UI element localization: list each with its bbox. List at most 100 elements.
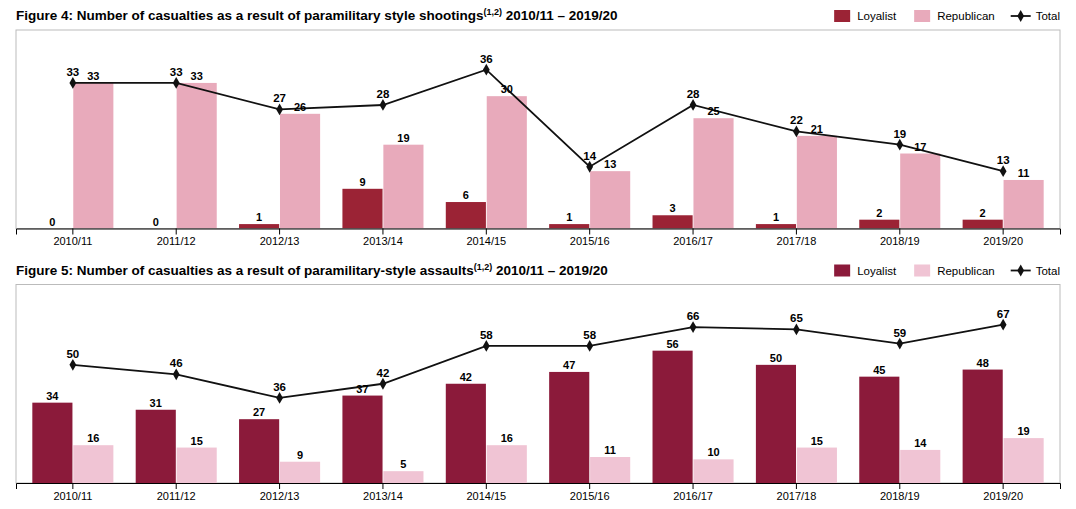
data-label: 15: [811, 435, 823, 447]
x-tick-label: 2015/16: [570, 235, 610, 247]
data-label: 48: [977, 357, 989, 369]
data-labels: 0019613122333326193013252117113333272836…: [49, 53, 1029, 228]
marker: [483, 340, 490, 352]
x-tick: 2012/13: [260, 483, 300, 502]
bar: [756, 365, 796, 483]
bar: [32, 403, 72, 483]
x-tick: 2010/11: [53, 229, 92, 248]
bar: [136, 410, 176, 483]
bar: [859, 220, 899, 229]
data-label: 27: [253, 406, 265, 418]
x-tick-mark: [589, 229, 590, 235]
bar: [900, 154, 940, 229]
x-tick-label: 2018/19: [880, 235, 920, 247]
x-tick: 2016/17: [673, 229, 713, 248]
x-tick: 2019/20: [983, 229, 1023, 248]
x-tick-label: 2019/20: [983, 235, 1023, 247]
panel: 3431273742475650454816159516111015141950…: [16, 262, 1061, 502]
x-tick-mark: [382, 229, 383, 235]
data-label: 25: [707, 105, 719, 117]
data-label: 6: [463, 189, 469, 201]
x-tick-label: 2011/12: [157, 235, 196, 247]
x-tick-label: 2010/11: [53, 235, 92, 247]
data-label: 66: [687, 310, 700, 322]
marker: [483, 64, 490, 76]
marker: [690, 99, 697, 111]
bar: [1004, 180, 1044, 229]
marker: [586, 340, 593, 352]
x-tick-label: 2011/12: [157, 490, 196, 502]
data-label: 42: [377, 367, 390, 379]
data-label: 33: [191, 70, 203, 82]
legend-item: Total: [1011, 265, 1060, 277]
bar: [487, 445, 527, 483]
legend-item: Loyalist: [834, 10, 897, 22]
x-tick: 2013/14: [363, 229, 403, 248]
legend-swatch: [914, 265, 930, 277]
legend: LoyalistRepublicanTotal: [834, 265, 1060, 277]
bar: [693, 118, 733, 228]
data-label: 33: [170, 66, 183, 78]
x-tick-label: 2012/13: [260, 235, 300, 247]
data-label: 65: [790, 312, 803, 324]
data-label: 58: [583, 329, 596, 341]
marker: [793, 126, 800, 138]
data-label: 58: [480, 329, 493, 341]
legend-label: Republican: [937, 265, 995, 277]
data-label: 21: [811, 123, 823, 135]
data-label: 33: [66, 66, 79, 78]
bar: [383, 471, 423, 483]
panel: 0019613122333326193013252117113333272836…: [16, 7, 1061, 247]
x-tick: 2019/20: [983, 483, 1023, 502]
bar: [73, 445, 113, 483]
marks: [32, 319, 1043, 483]
data-label: 28: [687, 88, 700, 100]
plot-frame: [16, 285, 1060, 484]
marker: [793, 324, 800, 336]
x-tick-label: 2017/18: [777, 235, 817, 247]
title-main: Figure 4: Number of casualties as a resu…: [16, 8, 483, 23]
x-axis: 2010/112011/122012/132013/142014/152015/…: [17, 229, 1061, 248]
x-tick-label: 2019/20: [983, 490, 1023, 502]
legend-swatch: [914, 10, 930, 22]
data-label: 19: [397, 132, 409, 144]
legend-swatch: [834, 10, 850, 22]
marker: [586, 161, 593, 173]
data-label: 27: [273, 92, 286, 104]
x-tick: 2017/18: [777, 483, 817, 502]
marker: [173, 368, 180, 380]
data-label: 11: [1018, 167, 1030, 179]
data-labels: 3431273742475650454816159516111015141950…: [46, 308, 1029, 471]
x-tick: 2012/13: [260, 229, 300, 248]
x-axis-line: [17, 484, 1061, 490]
bar: [280, 462, 320, 483]
data-label: 46: [170, 357, 183, 369]
x-tick: 2010/11: [53, 483, 92, 502]
title-superscript: (1,2): [474, 262, 493, 272]
data-label: 22: [790, 114, 803, 126]
data-label: 28: [377, 88, 390, 100]
bar: [590, 457, 630, 483]
data-label: 16: [87, 432, 99, 444]
data-label: 31: [150, 397, 162, 409]
x-tick-mark: [1003, 483, 1004, 489]
x-tick-label: 2016/17: [673, 490, 713, 502]
bar: [383, 145, 423, 229]
bar: [342, 396, 382, 483]
marker: [69, 77, 76, 89]
x-tick: 2015/16: [570, 483, 610, 502]
legend: LoyalistRepublicanTotal: [834, 10, 1060, 22]
legend-item: Total: [1011, 10, 1060, 22]
legend-label: Total: [1036, 10, 1060, 22]
title: Figure 5: Number of casualties as a resu…: [16, 262, 608, 278]
marker: [690, 321, 697, 333]
bar: [756, 224, 796, 228]
x-axis-line: [17, 229, 1061, 235]
x-tick-mark: [382, 483, 383, 489]
x-tick-label: 2015/16: [570, 490, 610, 502]
data-label: 15: [191, 435, 203, 447]
x-tick-mark: [693, 229, 694, 235]
marker: [896, 338, 903, 350]
x-tick-mark: [72, 229, 73, 235]
line: [73, 325, 1003, 398]
